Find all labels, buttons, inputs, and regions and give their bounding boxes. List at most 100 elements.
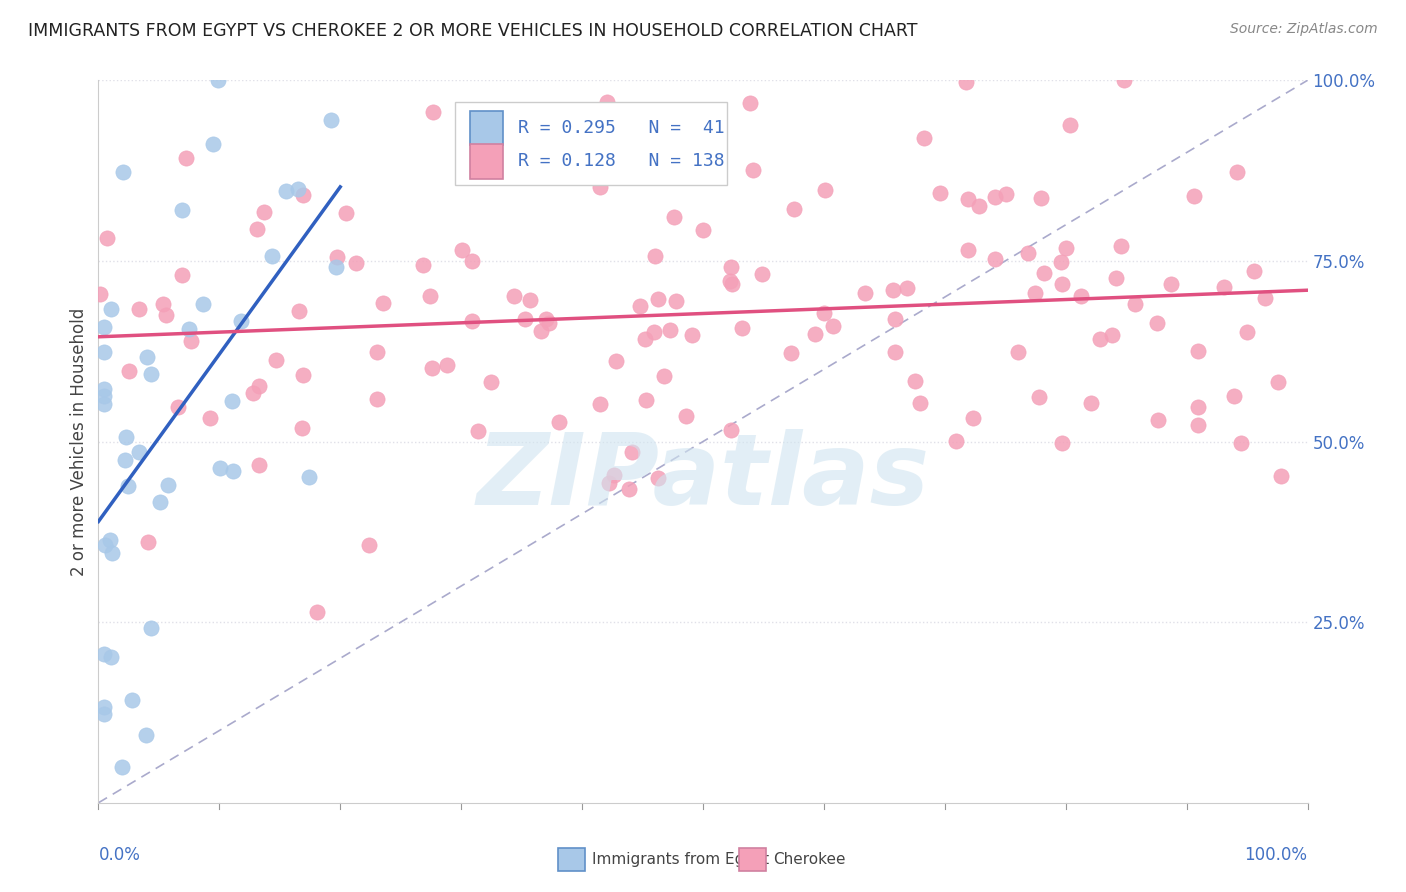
Point (644, 249, 666, 263)
Point (93, 397, 115, 411)
Point (693, 158, 716, 172)
Point (779, 345, 801, 359)
Point (804, 327, 827, 342)
Point (155, 308, 177, 322)
Bar (456, 102, 727, 185)
Point (731, 321, 754, 335)
Point (652, 369, 675, 384)
Point (1050, 277, 1073, 292)
Point (586, 168, 609, 182)
Point (114, 452, 136, 467)
Point (1267, 376, 1289, 390)
Point (249, 379, 271, 393)
Point (128, 444, 150, 458)
Point (1105, 271, 1128, 285)
Point (152, 297, 174, 311)
FancyBboxPatch shape (470, 144, 503, 178)
Point (450, 244, 472, 258)
Point (208, 460, 231, 475)
Point (467, 424, 489, 438)
Point (325, 260, 347, 274)
Point (720, 260, 742, 274)
FancyBboxPatch shape (558, 848, 585, 871)
Point (305, 605, 328, 619)
Point (346, 256, 368, 270)
Point (675, 409, 697, 423)
Point (502, 289, 524, 303)
Point (229, 314, 252, 328)
Point (720, 424, 742, 438)
Point (647, 470, 669, 484)
Point (359, 538, 381, 552)
Point (422, 105, 444, 120)
Point (101, 546, 124, 560)
Point (908, 396, 931, 410)
Point (617, 482, 640, 496)
Point (201, 137, 224, 152)
Text: 0.0%: 0.0% (98, 847, 141, 864)
Point (253, 204, 276, 219)
Point (957, 192, 980, 206)
Point (1184, 188, 1206, 202)
Point (1226, 165, 1249, 179)
Point (292, 188, 315, 202)
Point (681, 328, 703, 343)
Point (665, 294, 688, 309)
Point (121, 693, 143, 707)
Point (117, 479, 139, 493)
Point (247, 458, 270, 472)
Point (628, 299, 651, 313)
Point (1101, 328, 1123, 343)
Point (149, 495, 172, 509)
Point (1123, 297, 1146, 311)
Point (93, 320, 115, 334)
Text: R = 0.295   N =  41: R = 0.295 N = 41 (517, 119, 724, 137)
Point (141, 368, 163, 382)
Point (955, 75, 977, 89)
Point (1054, 241, 1077, 255)
Point (1146, 316, 1168, 330)
Point (957, 243, 980, 257)
Text: ZIPatlas: ZIPatlas (477, 429, 929, 526)
Point (1236, 325, 1258, 339)
Point (1070, 289, 1092, 303)
Point (93, 383, 115, 397)
Point (1080, 396, 1102, 410)
Text: 100.0%: 100.0% (1244, 847, 1308, 864)
Point (93, 647, 115, 661)
Point (1243, 263, 1265, 277)
Point (335, 206, 357, 220)
Point (634, 332, 657, 346)
Point (692, 223, 714, 237)
Point (1028, 390, 1050, 404)
Point (1031, 191, 1053, 205)
Point (198, 410, 221, 425)
Point (1270, 469, 1292, 483)
Point (1088, 332, 1111, 346)
Point (589, 397, 612, 411)
Text: Source: ZipAtlas.com: Source: ZipAtlas.com (1230, 22, 1378, 37)
Point (287, 181, 309, 195)
Point (855, 286, 877, 301)
Point (1147, 413, 1170, 427)
Point (461, 254, 484, 268)
Point (179, 322, 201, 336)
Point (1213, 279, 1236, 293)
Point (962, 410, 984, 425)
Point (172, 268, 194, 283)
Point (1223, 389, 1246, 403)
Point (93, 344, 115, 359)
Point (419, 289, 441, 303)
Point (823, 318, 845, 333)
Point (519, 293, 541, 307)
Point (896, 280, 918, 294)
Point (603, 468, 626, 483)
Point (721, 277, 744, 292)
Point (479, 375, 502, 389)
Point (93, 389, 115, 403)
Point (366, 344, 388, 359)
Point (589, 180, 612, 194)
Point (115, 430, 138, 444)
Point (461, 314, 484, 328)
Point (1109, 238, 1132, 252)
